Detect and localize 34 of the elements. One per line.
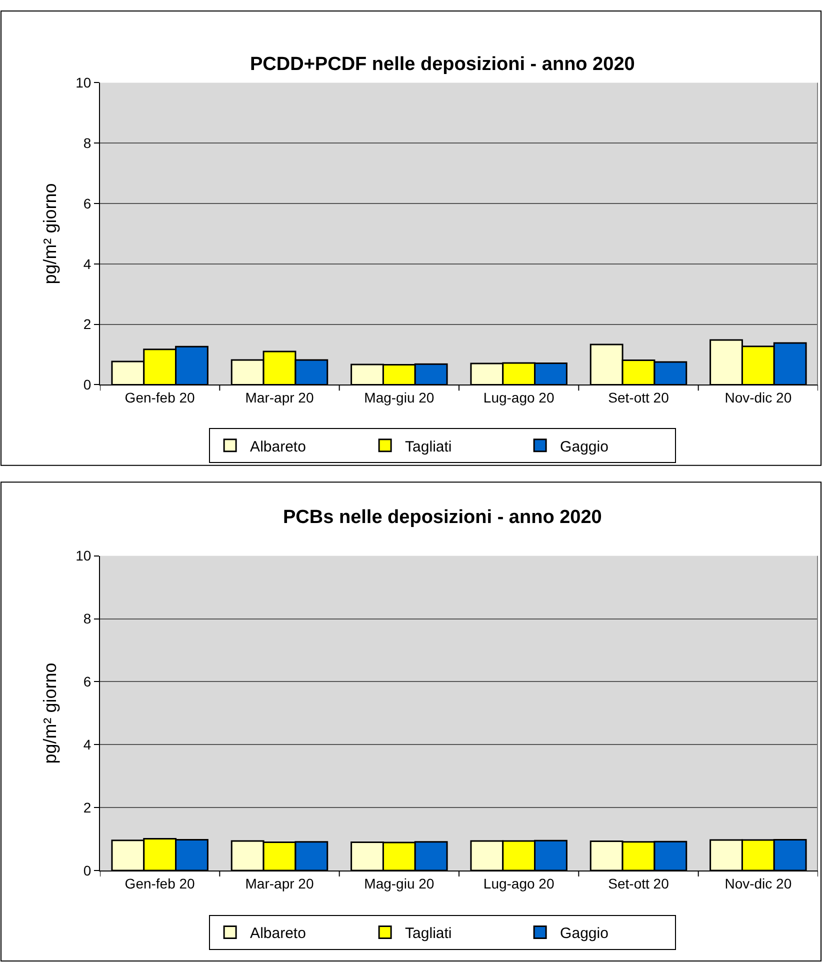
y-tick-label: 2	[83, 316, 92, 332]
x-tick-label: Nov-dic 20	[724, 389, 792, 406]
legend-label: Albareto	[250, 925, 306, 942]
chart-title: PCBs nelle deposizioni - anno 2020	[283, 507, 602, 528]
x-tick-label: Set-ott 20	[608, 875, 670, 892]
legend-label: Tagliati	[405, 438, 452, 456]
x-tick-label: Lug-ago 20	[483, 875, 554, 892]
x-tick-label: Gen-feb 20	[124, 875, 196, 892]
x-tick-label: Lug-ago 20	[483, 389, 554, 406]
y-tick-label: 10	[76, 548, 92, 564]
x-tick-label: Mag-giu 20	[364, 389, 434, 406]
legend-label: Gaggio	[560, 438, 608, 456]
x-tick-label: Mar-apr 20	[245, 875, 314, 892]
x-tick-label: Mag-giu 20	[364, 875, 434, 892]
x-tick-label: Gen-feb 20	[124, 389, 196, 406]
y-axis-title: pg/m² giorno	[40, 662, 60, 764]
y-tick-label: 2	[83, 800, 92, 816]
y-tick-label: 6	[83, 674, 92, 690]
x-tick-label: Set-ott 20	[608, 389, 670, 406]
y-tick-label: 8	[83, 135, 92, 152]
y-axis-title: pg/m² giorno	[40, 183, 60, 284]
y-tick-label: 6	[83, 195, 92, 212]
y-tick-label: 10	[76, 74, 92, 91]
y-tick-label: 8	[83, 610, 92, 627]
y-tick-label: 0	[83, 862, 92, 878]
x-tick-label: Nov-dic 20	[724, 875, 792, 892]
legend-label: Albareto	[250, 438, 306, 456]
x-tick-label: Mar-apr 20	[245, 389, 314, 406]
chart-title: PCDD+PCDF nelle deposizioni - anno 2020	[250, 54, 635, 75]
legend-label: Gaggio	[560, 925, 608, 942]
y-tick-label: 4	[83, 256, 92, 272]
y-tick-label: 4	[83, 736, 92, 753]
y-tick-label: 0	[83, 376, 92, 393]
legend-label: Tagliati	[405, 925, 452, 942]
